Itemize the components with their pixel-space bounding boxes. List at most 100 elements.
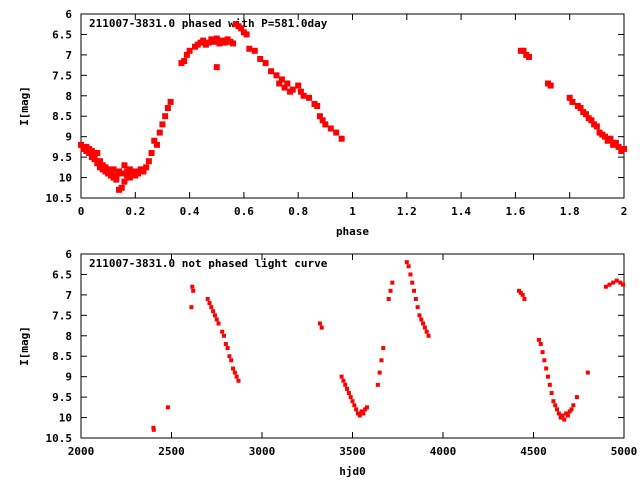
x-tick-label: 0.4 bbox=[180, 205, 200, 218]
data-point bbox=[341, 378, 346, 383]
data-point bbox=[213, 35, 220, 42]
data-point bbox=[569, 407, 574, 412]
data-point bbox=[571, 403, 576, 408]
x-tick-label: 0 bbox=[78, 205, 85, 218]
data-point bbox=[211, 309, 216, 314]
data-point bbox=[186, 47, 193, 54]
data-point bbox=[91, 156, 98, 163]
data-point bbox=[339, 374, 344, 379]
data-point bbox=[359, 409, 364, 414]
y-tick-label: 10.5 bbox=[46, 432, 73, 445]
data-point bbox=[348, 395, 353, 400]
phased-light-curve-panel: 0 0.2 0.4 0.6 0.8 1 1.2 1.4 1.6 1.8 2 6 6.5 7 7.5 8 8.5 9… bbox=[18, 8, 627, 238]
data-point bbox=[209, 305, 214, 310]
data-point bbox=[574, 395, 579, 400]
data-point bbox=[212, 313, 217, 318]
data-point bbox=[319, 325, 324, 330]
data-point bbox=[162, 113, 169, 120]
data-point bbox=[408, 272, 413, 277]
data-point bbox=[549, 391, 554, 396]
data-point bbox=[565, 413, 570, 418]
data-point bbox=[189, 305, 194, 310]
data-point bbox=[78, 141, 84, 148]
data-point bbox=[588, 117, 595, 124]
data-point bbox=[159, 121, 166, 128]
data-point bbox=[221, 39, 228, 46]
y-tick-label: 6 bbox=[65, 248, 72, 261]
data-point bbox=[618, 280, 623, 285]
data-point bbox=[118, 170, 125, 177]
data-point bbox=[113, 172, 120, 179]
x-tick-label: 5000 bbox=[611, 445, 638, 458]
data-point bbox=[148, 150, 155, 157]
data-point bbox=[615, 143, 622, 150]
data-point bbox=[284, 80, 291, 87]
data-point bbox=[553, 403, 558, 408]
data-point bbox=[183, 51, 190, 58]
data-point bbox=[207, 301, 212, 306]
y-tick-label: 7.5 bbox=[52, 309, 72, 322]
data-point bbox=[88, 147, 95, 154]
data-point bbox=[415, 305, 420, 310]
data-point bbox=[295, 82, 302, 89]
data-point bbox=[375, 382, 380, 387]
data-point bbox=[246, 45, 253, 52]
x-tick-label: 1.4 bbox=[451, 205, 471, 218]
y-tick-label: 6.5 bbox=[52, 268, 72, 281]
data-point bbox=[412, 288, 417, 293]
data-point bbox=[200, 37, 207, 44]
data-point bbox=[593, 123, 600, 130]
x-tick-label: 1.8 bbox=[560, 205, 580, 218]
data-point bbox=[167, 98, 174, 105]
data-point bbox=[126, 174, 133, 181]
data-point bbox=[126, 166, 133, 173]
data-point bbox=[361, 411, 366, 416]
data-point bbox=[614, 278, 619, 283]
x-tick-label: 0.2 bbox=[125, 205, 145, 218]
data-point bbox=[211, 38, 218, 45]
data-point bbox=[205, 39, 212, 46]
data-point bbox=[406, 264, 411, 269]
y-tick-label: 9 bbox=[65, 131, 72, 144]
data-point bbox=[562, 417, 567, 422]
data-point bbox=[135, 170, 142, 177]
data-point bbox=[230, 40, 237, 47]
data-point bbox=[577, 105, 584, 112]
data-point bbox=[569, 98, 576, 105]
data-point bbox=[547, 382, 552, 387]
data-point bbox=[333, 129, 340, 136]
data-point bbox=[564, 411, 569, 416]
x-tick-label: 4000 bbox=[430, 445, 457, 458]
data-point bbox=[232, 370, 237, 375]
data-point bbox=[165, 405, 170, 410]
y-tick-label: 6 bbox=[65, 8, 72, 21]
x-axis-label: phase bbox=[336, 225, 369, 238]
data-point bbox=[422, 325, 427, 330]
data-point bbox=[582, 111, 589, 118]
unphased-light-curve-panel: 2000 2500 3000 3500 4000 4500 5000 6 6.5 7 7.5 8 8.5… bbox=[18, 248, 637, 478]
data-point bbox=[517, 288, 522, 293]
data-point bbox=[381, 346, 386, 351]
data-point bbox=[181, 58, 188, 65]
data-point bbox=[377, 370, 382, 375]
data-point bbox=[603, 284, 608, 289]
x-tick-label: 0.8 bbox=[288, 205, 308, 218]
y-tick-label: 7 bbox=[65, 49, 72, 62]
x-tick-label: 2000 bbox=[68, 445, 95, 458]
data-point bbox=[113, 176, 120, 183]
plot-frame bbox=[80, 13, 625, 199]
data-point bbox=[364, 405, 369, 410]
data-point bbox=[316, 113, 323, 120]
data-point bbox=[156, 129, 163, 136]
data-point bbox=[386, 296, 391, 301]
y-tick-label: 8 bbox=[65, 330, 72, 343]
data-point bbox=[151, 425, 156, 430]
y-tick-label: 8.5 bbox=[52, 350, 72, 363]
data-point bbox=[540, 350, 545, 355]
data-point bbox=[121, 162, 128, 169]
y-tick-label: 7 bbox=[65, 289, 72, 302]
data-point bbox=[352, 403, 357, 408]
data-point bbox=[236, 378, 241, 383]
data-point bbox=[145, 158, 152, 165]
